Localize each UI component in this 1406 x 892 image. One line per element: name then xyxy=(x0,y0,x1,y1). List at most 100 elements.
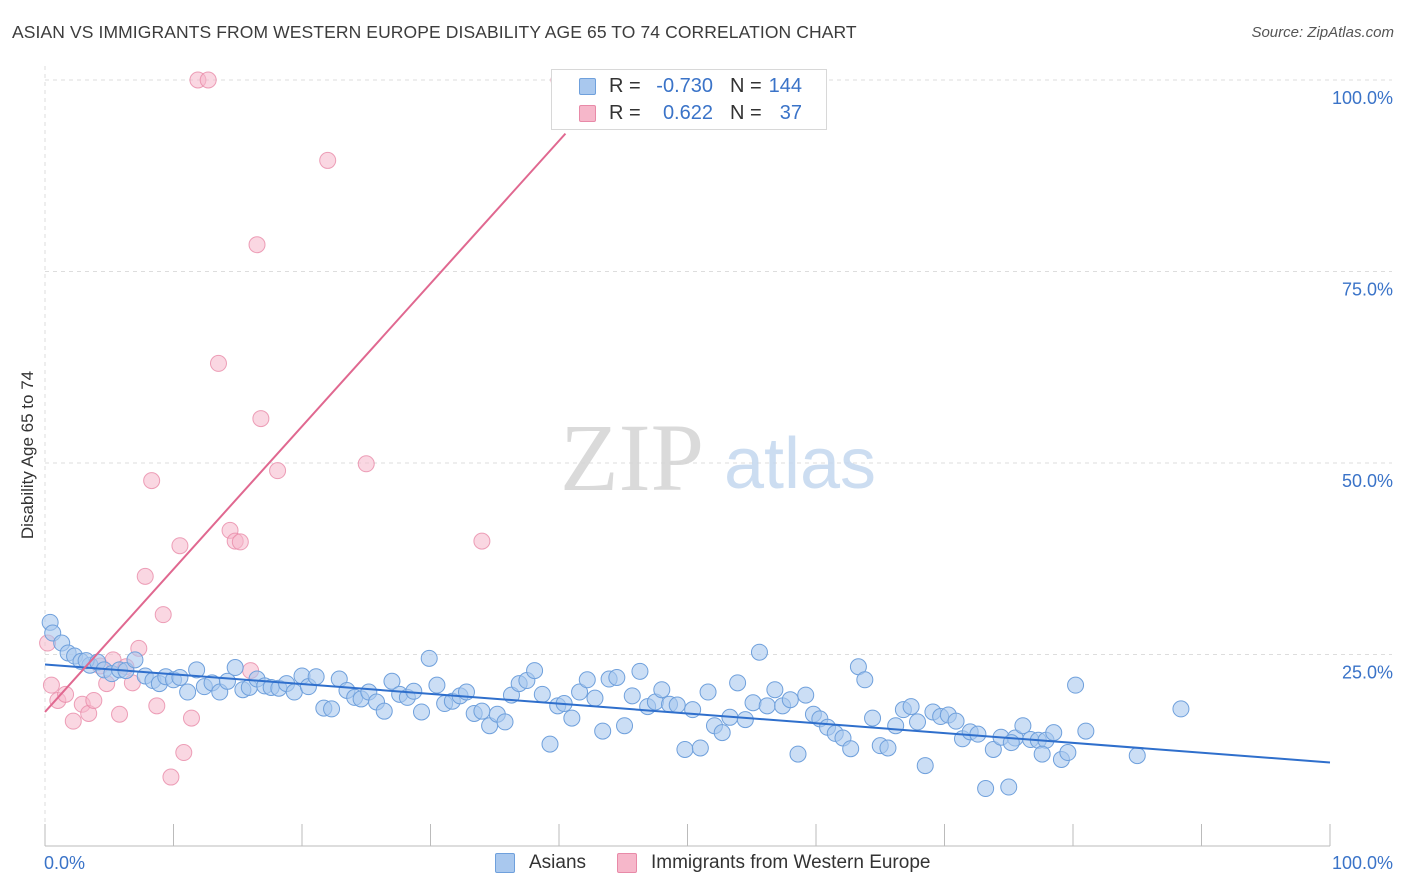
point-asians xyxy=(1000,778,1018,796)
point-asians xyxy=(750,643,768,661)
legend-n-label: N = xyxy=(730,102,762,124)
point-asians xyxy=(428,676,446,694)
point-asians xyxy=(323,700,341,718)
point-immigrants xyxy=(85,691,103,709)
point-asians xyxy=(126,651,144,669)
point-immigrants xyxy=(136,567,154,585)
point-asians xyxy=(789,745,807,763)
x-tick-label-max: 100.0% xyxy=(1332,853,1393,873)
point-asians xyxy=(668,696,686,714)
point-asians xyxy=(947,712,965,730)
point-immigrants xyxy=(252,410,270,428)
point-immigrants xyxy=(199,71,217,89)
point-asians xyxy=(533,685,551,703)
correlation-legend: R = -0.730 N = 144 R = 0.622 N = 37 xyxy=(551,69,827,130)
point-asians xyxy=(797,686,815,704)
point-asians xyxy=(879,739,897,757)
point-immigrants xyxy=(319,151,337,169)
point-immigrants xyxy=(357,455,375,473)
legend-n-label: N = xyxy=(730,75,762,97)
x-axis xyxy=(44,824,1331,847)
point-asians xyxy=(285,683,303,701)
y-tick-label: 50.0% xyxy=(1342,471,1393,491)
legend-swatch-pink xyxy=(579,105,596,122)
point-asians xyxy=(608,668,626,686)
point-immigrants xyxy=(57,685,75,703)
point-asians xyxy=(1128,747,1146,765)
point-immigrants xyxy=(162,768,180,786)
point-asians xyxy=(420,649,438,667)
y-tick-label: 25.0% xyxy=(1342,663,1393,683)
chart-title: ASIAN VS IMMIGRANTS FROM WESTERN EUROPE … xyxy=(12,22,857,42)
point-asians xyxy=(902,698,920,716)
point-asians xyxy=(713,724,731,742)
point-immigrants xyxy=(171,537,189,555)
point-asians xyxy=(188,661,206,679)
watermark-zip: ZIP xyxy=(560,404,704,511)
point-asians xyxy=(1067,676,1085,694)
legend-r-value: -0.730 xyxy=(656,75,713,97)
legend-swatch-blue xyxy=(579,78,596,95)
series-legend: Asians Immigrants from Western Europe xyxy=(0,851,1406,877)
tick-labels: 25.0% 50.0% 75.0% 100.0% 0.0% 100.0% xyxy=(44,88,1393,873)
series-asians xyxy=(41,613,1190,798)
point-asians xyxy=(1172,700,1190,718)
point-asians xyxy=(864,709,882,727)
point-asians xyxy=(766,681,784,699)
y-axis-label: Disability Age 65 to 74 xyxy=(18,370,37,540)
point-asians xyxy=(616,717,634,735)
point-asians xyxy=(383,672,401,690)
point-asians xyxy=(541,735,559,753)
point-asians xyxy=(623,687,641,705)
x-tick-label-min: 0.0% xyxy=(44,853,85,873)
point-immigrants xyxy=(248,236,266,254)
point-asians xyxy=(984,740,1002,758)
watermark-atlas: atlas xyxy=(724,424,876,504)
point-asians xyxy=(781,691,799,709)
y-tick-label: 75.0% xyxy=(1342,280,1393,300)
legend-n-value: 144 xyxy=(768,75,802,97)
point-asians xyxy=(916,757,934,775)
watermark: ZIP atlas xyxy=(560,404,876,511)
point-asians xyxy=(856,671,874,689)
trend-line-asians xyxy=(44,663,1331,764)
legend-row-immigrants: R = 0.622 N = 37 xyxy=(552,101,826,127)
point-immigrants xyxy=(269,462,287,480)
point-asians xyxy=(307,668,325,686)
point-asians xyxy=(977,780,995,798)
point-immigrants xyxy=(175,744,193,762)
point-immigrants xyxy=(148,697,166,715)
legend-r-value: 0.622 xyxy=(662,102,713,124)
point-asians xyxy=(676,740,694,758)
point-asians xyxy=(691,739,709,757)
legend-row-asians: R = -0.730 N = 144 xyxy=(552,74,826,100)
point-asians xyxy=(842,740,860,758)
trend-lines xyxy=(44,132,1331,764)
legend-r-label: R = xyxy=(609,75,641,97)
point-asians xyxy=(1045,724,1063,742)
chart-source: Source: ZipAtlas.com xyxy=(1251,24,1394,41)
point-asians xyxy=(226,659,244,677)
point-asians xyxy=(1077,722,1095,740)
legend-label-immigrants: Immigrants from Western Europe xyxy=(651,852,931,873)
point-asians xyxy=(736,711,754,729)
point-asians xyxy=(171,668,189,686)
point-asians xyxy=(375,702,393,720)
point-asians xyxy=(887,717,905,735)
point-asians xyxy=(1014,717,1032,735)
point-immigrants xyxy=(182,709,200,727)
point-asians xyxy=(729,674,747,692)
point-immigrants xyxy=(231,533,249,551)
legend-r-label: R = xyxy=(609,102,641,124)
point-asians xyxy=(969,725,987,743)
point-asians xyxy=(1033,745,1051,763)
point-immigrants xyxy=(473,532,491,550)
legend-label-asians: Asians xyxy=(529,852,587,873)
series-immigrants-western-europe xyxy=(39,71,568,786)
point-asians xyxy=(571,683,589,701)
point-asians xyxy=(909,713,927,731)
legend-swatch-immigrants xyxy=(617,853,637,873)
legend-n-value: 37 xyxy=(779,102,802,124)
point-immigrants xyxy=(154,606,172,624)
point-immigrants xyxy=(64,712,82,730)
